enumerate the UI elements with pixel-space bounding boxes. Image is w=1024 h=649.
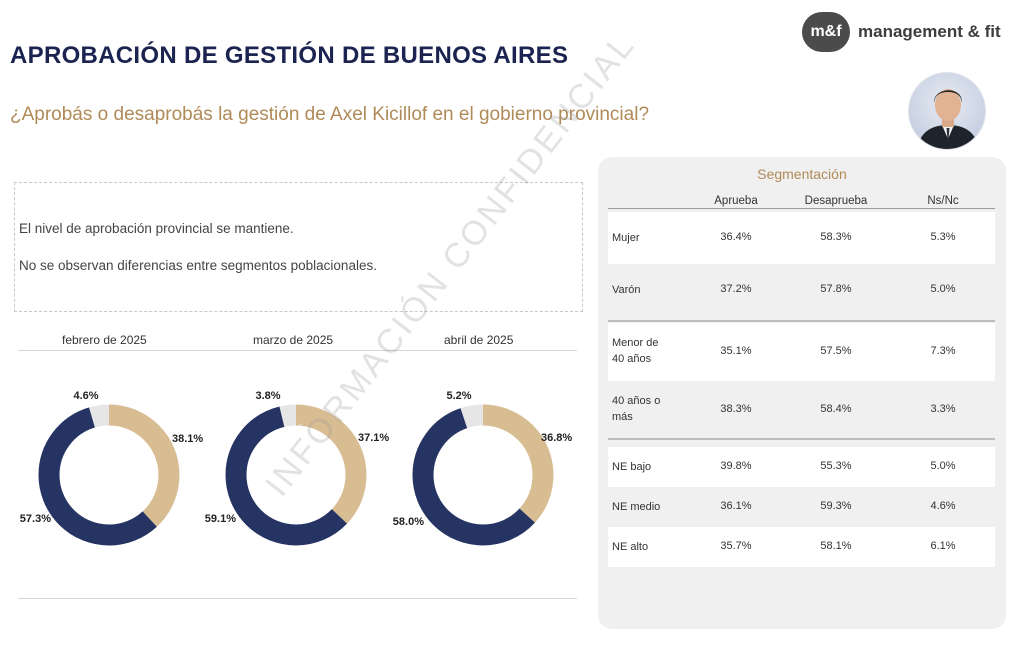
segmentation-title: Segmentación [757, 166, 847, 182]
cell-nsnc: 6.1% [930, 540, 956, 552]
cell-aprueba: 36.4% [720, 231, 752, 243]
bottom-divider [18, 598, 577, 599]
row-label: Menor de 40 años [612, 335, 658, 367]
segmentation-panel: Segmentación Aprueba Desaprueba Ns/Nc Mu… [598, 157, 1006, 629]
slice-label: 4.6% [73, 390, 98, 402]
row-label: NE alto [612, 541, 649, 553]
slice-label: 3.8% [255, 390, 280, 402]
cell-desaprueba: 58.1% [820, 540, 852, 552]
table-row: Varón 37.2% 57.8% 5.0% [608, 264, 995, 316]
slice-desaprueba [412, 404, 554, 546]
slice-nsnc [412, 404, 554, 546]
month-label-feb: febrero de 2025 [62, 333, 147, 347]
summary-line-2: No se observan diferencias entre segment… [19, 258, 377, 273]
cell-desaprueba: 58.3% [820, 231, 852, 243]
row-label-line-1: Menor de [612, 337, 659, 349]
row-label: NE medio [612, 501, 661, 513]
cell-desaprueba: 57.8% [820, 283, 852, 295]
slice-desaprueba [225, 404, 367, 546]
header-divider [608, 208, 995, 209]
group-divider [608, 438, 995, 440]
cell-nsnc: 5.0% [930, 460, 956, 472]
row-label-line-2: 40 años [612, 353, 652, 365]
cell-aprueba: 36.1% [720, 500, 752, 512]
cell-nsnc: 4.6% [930, 500, 956, 512]
month-divider [18, 350, 577, 351]
col-header-aprueba: Aprueba [714, 195, 758, 207]
month-label-mar: marzo de 2025 [253, 333, 334, 347]
table-row: NE medio 36.1% 59.3% 4.6% [608, 487, 995, 527]
row-label-line-1: 40 años o [612, 395, 661, 407]
slice-label: 58.0% [393, 516, 424, 528]
table-row: NE alto 35.7% 58.1% 6.1% [608, 527, 995, 567]
row-label: Mujer [612, 232, 640, 244]
politician-photo [908, 72, 986, 150]
cell-desaprueba: 57.5% [820, 345, 852, 357]
cell-nsnc: 5.3% [930, 231, 956, 243]
brand-logo: m&f management & fit [802, 12, 1001, 52]
cell-nsnc: 7.3% [930, 345, 956, 357]
row-label-line-2: más [612, 411, 633, 423]
month-label-abr: abril de 2025 [444, 333, 514, 347]
table-row: Menor de 40 años 35.1% 57.5% 7.3% [608, 323, 995, 381]
slice-label: 37.1% [358, 432, 389, 444]
cell-desaprueba: 59.3% [820, 500, 852, 512]
cell-aprueba: 39.8% [720, 460, 752, 472]
logo-badge: m&f [802, 12, 850, 52]
person-portrait-icon [917, 89, 979, 149]
cell-nsnc: 3.3% [930, 403, 956, 415]
table-row: Mujer 36.4% 58.3% 5.3% [608, 212, 995, 264]
slice-label: 59.1% [205, 513, 236, 525]
cell-aprueba: 37.2% [720, 283, 752, 295]
col-header-desaprueba: Desaprueba [804, 195, 868, 207]
row-label: Varón [612, 284, 641, 296]
cell-aprueba: 35.7% [720, 540, 752, 552]
donut-chart-0: 38.1% 57.3% 4.6% [20, 390, 203, 546]
slice-label: 57.3% [20, 513, 51, 525]
group-divider [608, 320, 995, 322]
slice-nsnc [38, 404, 180, 546]
slice-nsnc [225, 404, 367, 546]
summary-box: El nivel de aprobación provincial se man… [14, 182, 583, 312]
summary-line-1: El nivel de aprobación provincial se man… [19, 221, 294, 236]
cell-desaprueba: 58.4% [820, 403, 852, 415]
donut-charts: 38.1% 57.3% 4.6% 37.1% 59.1% 3.8% 36.8% 58.0% 5.… [20, 390, 572, 546]
survey-question: ¿Aprobás o desaprobás la gestión de Axel… [10, 104, 650, 125]
slice-desaprueba [38, 404, 180, 546]
cell-nsnc: 5.0% [930, 283, 956, 295]
table-row: 40 años o más 38.3% 58.4% 3.3% [608, 381, 995, 439]
logo-text: management & fit [858, 22, 1001, 41]
row-label: NE bajo [612, 461, 652, 473]
slice-label: 5.2% [446, 390, 471, 402]
col-header-nsnc: Ns/Nc [927, 195, 959, 207]
table-row: NE bajo 39.8% 55.3% 5.0% [608, 447, 995, 487]
donut-chart-2: 36.8% 58.0% 5.2% [393, 390, 572, 546]
slice-label: 38.1% [172, 433, 203, 445]
donut-chart-1: 37.1% 59.1% 3.8% [205, 390, 389, 546]
cell-aprueba: 38.3% [720, 403, 752, 415]
cell-desaprueba: 55.3% [820, 460, 852, 472]
cell-aprueba: 35.1% [720, 345, 752, 357]
row-label: 40 años o más [612, 393, 660, 425]
page-title: APROBACIÓN DE GESTIÓN DE BUENOS AIRES [10, 42, 569, 69]
slice-label: 36.8% [541, 432, 572, 444]
